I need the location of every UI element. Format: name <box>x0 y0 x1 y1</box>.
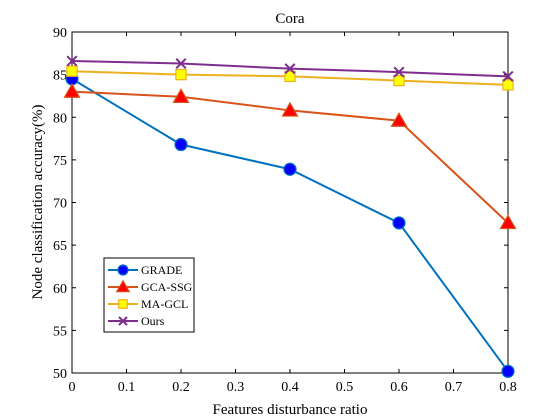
x-axis-title: Features disturbance ratio <box>213 402 368 418</box>
data-point <box>283 162 297 176</box>
chart-title: Cora <box>275 11 305 27</box>
data-point-stroke <box>118 316 128 326</box>
legend-item: MA-GCL <box>108 297 188 311</box>
data-point <box>499 214 517 230</box>
series-ma-gcl <box>66 65 514 91</box>
data-point <box>174 137 188 152</box>
data-point <box>115 279 131 293</box>
series-gca-ssg <box>63 82 517 230</box>
legend-item: Ours <box>108 314 165 328</box>
legend-item: GRADE <box>108 263 182 277</box>
x-tick-label: 0.6 <box>390 380 408 395</box>
data-point <box>117 264 129 276</box>
data-point <box>284 63 296 75</box>
data-point <box>281 101 299 117</box>
y-axis: 50 55 60 65 70 75 80 85 90 <box>53 26 508 382</box>
y-tick-label: 90 <box>53 26 67 41</box>
data-point-stroke <box>393 66 405 78</box>
legend-label: MA-GCL <box>141 297 188 311</box>
x-tick-label: 0.2 <box>172 380 190 395</box>
data-point-stroke <box>502 70 514 82</box>
data-point <box>284 70 296 83</box>
y-axis-title: Node classification accuracy(%) <box>30 105 46 300</box>
data-point <box>175 68 187 81</box>
y-tick-label: 75 <box>53 154 67 169</box>
data-point <box>392 216 406 230</box>
legend-label: Ours <box>141 314 165 328</box>
x-axis: 0 0.1 0.2 0.3 0.4 0.5 0.6 0.7 0.8 <box>69 32 517 395</box>
x-tick-label: 0.3 <box>227 380 245 395</box>
data-point <box>393 66 405 78</box>
data-point <box>502 70 514 82</box>
series-ours <box>66 55 514 82</box>
data-point-stroke <box>175 58 187 70</box>
x-tick-label: 0.7 <box>445 380 463 395</box>
data-point <box>175 58 187 70</box>
series-grade <box>65 72 515 378</box>
data-point <box>172 88 190 104</box>
y-tick-label: 70 <box>53 197 67 212</box>
y-tick-label: 60 <box>53 282 67 297</box>
data-point <box>501 364 515 378</box>
x-tick-label: 0.5 <box>336 380 354 395</box>
data-point <box>63 82 81 98</box>
legend-label: GCA-SSG <box>141 280 193 294</box>
legend: GRADE GCA-SSG MA-GCL Ours <box>103 257 195 333</box>
legend-items: GRADE GCA-SSG MA-GCL Ours <box>108 263 193 328</box>
series-layer <box>63 55 517 378</box>
data-point-stroke <box>66 55 78 67</box>
x-tick-label: 0.8 <box>499 380 517 395</box>
data-point <box>393 74 405 87</box>
legend-label: GRADE <box>141 263 182 277</box>
y-tick-label: 65 <box>53 239 67 254</box>
data-point <box>502 79 514 91</box>
x-tick-label: 0.1 <box>118 380 136 395</box>
data-point <box>118 299 128 309</box>
legend-item: GCA-SSG <box>108 279 193 294</box>
data-point <box>66 65 78 77</box>
data-point <box>390 111 408 127</box>
data-point <box>66 55 78 67</box>
y-tick-label: 80 <box>53 111 67 126</box>
x-tick-label: 0 <box>69 380 76 395</box>
y-tick-label: 50 <box>53 367 67 382</box>
x-tick-label: 0.4 <box>281 380 299 395</box>
data-point-stroke <box>284 63 296 75</box>
y-tick-label: 85 <box>53 69 67 84</box>
data-point <box>118 316 128 326</box>
y-tick-label: 55 <box>53 324 67 339</box>
